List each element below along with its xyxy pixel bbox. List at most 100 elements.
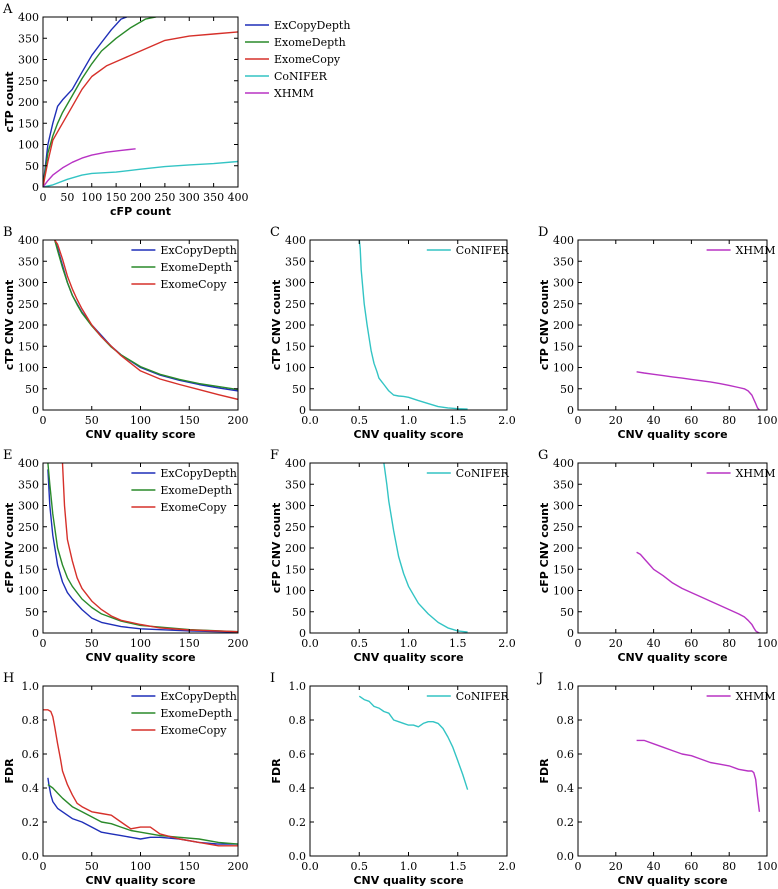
legend: XHMM — [706, 690, 776, 703]
y-tick-label: 150 — [18, 117, 39, 130]
y-tick-label: 250 — [285, 521, 306, 534]
y-tick-label: 150 — [285, 563, 306, 576]
y-tick-label: 0.8 — [289, 714, 307, 727]
x-tick-label: 1.0 — [400, 637, 418, 650]
legend: CoNIFER — [426, 467, 510, 480]
plot-frame — [577, 239, 768, 411]
x-tick-label: 350 — [203, 191, 224, 204]
y-axis-label: cFP CNV count — [3, 503, 16, 594]
x-tick-label: 0 — [575, 637, 582, 650]
legend: XHMM — [706, 244, 776, 257]
y-tick-label: 350 — [285, 478, 306, 491]
panel-label: B — [3, 225, 13, 240]
y-tick-label: 50 — [25, 606, 39, 619]
y-axis-label: FDR — [270, 758, 283, 784]
plot-frame — [309, 685, 508, 857]
series-line-exomedepth — [47, 463, 238, 633]
x-tick-label: 50 — [85, 860, 99, 873]
x-tick-label: 0.0 — [301, 414, 319, 427]
x-tick-label: 150 — [179, 414, 200, 427]
legend-label: ExomeCopy — [274, 53, 341, 66]
legend-label: ExCopyDepth — [160, 467, 236, 480]
y-tick-label: 0 — [32, 181, 39, 194]
series-line-excopydepth — [47, 469, 238, 633]
panel-c: 0.0 0.5 1.0 1.5 2.0 0 50 100 150 200 250 300 350 400 C… — [270, 225, 516, 441]
y-axis-label: cFP CNV count — [270, 503, 283, 594]
x-tick-label: 300 — [179, 191, 200, 204]
y-tick-label: 200 — [553, 542, 574, 555]
legend-label: ExomeDepth — [274, 36, 346, 49]
legend-label: ExomeCopy — [160, 278, 227, 291]
plot-frame — [309, 462, 508, 634]
x-tick-label: 0.0 — [301, 860, 319, 873]
legend-label: ExCopyDepth — [160, 690, 236, 703]
y-tick-label: 1.0 — [557, 680, 575, 693]
panel-j: 0 20 40 60 80 100 0.0 0.2 0.4 0.6 0.8 1.0 CNV qualit… — [536, 671, 778, 887]
panel-b: 0 50 100 150 200 0 50 100 150 200 250 300 350 400 CNV … — [3, 225, 249, 441]
legend-label: ExCopyDepth — [274, 19, 350, 32]
x-tick-label: 100 — [757, 414, 778, 427]
legend-label: CoNIFER — [456, 467, 510, 480]
x-tick-label: 1.0 — [400, 414, 418, 427]
y-tick-label: 300 — [18, 54, 39, 67]
x-axis-label: CNV quality score — [353, 428, 463, 441]
legend-label: ExomeDepth — [160, 707, 232, 720]
y-tick-label: 250 — [18, 75, 39, 88]
x-tick-label: 2.0 — [498, 414, 516, 427]
legend-label: CoNIFER — [274, 70, 328, 83]
y-tick-label: 250 — [18, 521, 39, 534]
x-tick-label: 100 — [757, 637, 778, 650]
legend-label: ExomeDepth — [160, 484, 232, 497]
x-tick-label: 200 — [228, 860, 249, 873]
panel-g: 0 20 40 60 80 100 0 50 100 150 200 250 300 350 400 CNV … — [538, 448, 778, 664]
y-tick-label: 400 — [553, 234, 574, 247]
series-line-xhmm — [636, 551, 760, 633]
x-tick-label: 50 — [85, 637, 99, 650]
x-tick-label: 100 — [130, 860, 151, 873]
y-tick-label: 250 — [553, 298, 574, 311]
y-tick-label: 100 — [553, 585, 574, 598]
plot-frame — [42, 16, 239, 188]
y-tick-label: 0.0 — [22, 850, 40, 863]
y-tick-label: 0.4 — [557, 782, 575, 795]
x-tick-label: 150 — [106, 191, 127, 204]
y-tick-label: 350 — [18, 32, 39, 45]
y-tick-label: 400 — [285, 457, 306, 470]
x-tick-label: 20 — [609, 637, 623, 650]
y-tick-label: 0.2 — [289, 816, 307, 829]
x-tick-label: 2.0 — [498, 860, 516, 873]
y-axis-label: cTP CNV count — [270, 280, 283, 371]
x-tick-label: 150 — [179, 637, 200, 650]
y-tick-label: 100 — [18, 585, 39, 598]
x-tick-label: 250 — [154, 191, 175, 204]
x-tick-label: 40 — [647, 860, 661, 873]
x-tick-label: 40 — [647, 637, 661, 650]
y-tick-label: 50 — [560, 383, 574, 396]
x-tick-label: 100 — [130, 637, 151, 650]
y-tick-label: 200 — [285, 319, 306, 332]
y-tick-label: 250 — [285, 298, 306, 311]
panel-label: J — [536, 671, 543, 686]
series-line-xhmm — [43, 148, 136, 187]
legend: ExCopyDepth ExomeDepth ExomeCopy — [131, 244, 237, 291]
x-tick-label: 50 — [85, 414, 99, 427]
x-tick-label: 20 — [609, 860, 623, 873]
y-tick-label: 0.4 — [289, 782, 307, 795]
y-tick-label: 0.2 — [557, 816, 575, 829]
x-tick-label: 1.5 — [449, 414, 467, 427]
y-tick-label: 350 — [553, 255, 574, 268]
y-tick-label: 50 — [25, 383, 39, 396]
x-tick-label: 50 — [60, 191, 74, 204]
legend: ExCopyDepth ExomeDepth ExomeCopy CoNIFER XHM… — [245, 19, 350, 100]
legend-label: ExomeCopy — [160, 501, 227, 514]
y-tick-label: 250 — [553, 521, 574, 534]
panel-label: F — [270, 448, 279, 463]
y-tick-label: 0.6 — [557, 748, 575, 761]
x-tick-label: 0.5 — [351, 860, 369, 873]
y-tick-label: 100 — [18, 139, 39, 152]
x-tick-label: 60 — [684, 637, 698, 650]
y-tick-label: 200 — [285, 542, 306, 555]
legend-label: CoNIFER — [456, 244, 510, 257]
legend-label: XHMM — [274, 87, 314, 100]
legend-label: XHMM — [736, 467, 776, 480]
